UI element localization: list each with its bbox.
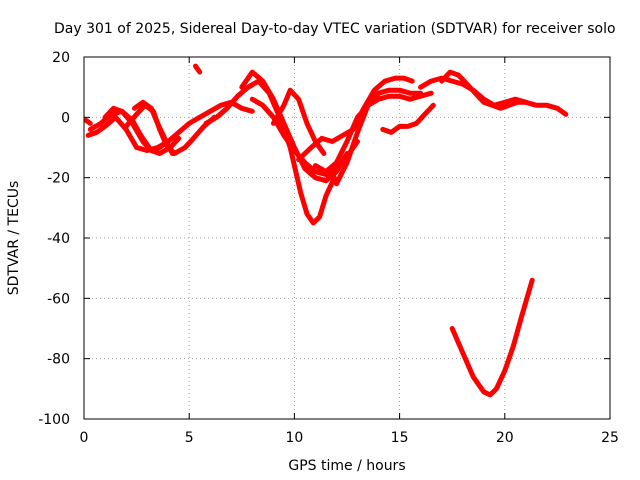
y-tick-label: -20 [47,171,70,187]
y-tick-label: -40 [47,231,70,247]
series-track-8 [249,96,360,178]
series-track-17 [193,63,203,75]
x-tick-label: 5 [185,430,194,446]
series-track-12 [334,87,424,187]
grid [84,57,610,419]
series-layer [83,63,569,398]
y-tick-label: -60 [47,291,70,307]
y-tick-label: -100 [38,412,70,428]
chart-title: Day 301 of 2025, Sidereal Day-to-day VTE… [54,21,616,37]
x-tick-label: 20 [496,430,514,446]
series-track-15 [439,69,529,111]
x-tick-label: 0 [80,430,89,446]
series-track-3 [102,105,171,153]
x-tick-label: 10 [285,430,303,446]
series-track-13 [380,102,436,135]
series-track-18 [83,117,93,126]
plot-frame [83,56,611,420]
series-track-5 [132,99,175,156]
x-tick-label: 15 [391,430,409,446]
y-axis-label: SDTVAR / TECUs [6,181,22,296]
series-track-16 [449,277,535,398]
y-tick-label: 0 [61,110,70,126]
axis-ticks: 0 5 10 15 20 25 -100 -80 -60 -40 -20 0 20 [38,50,619,446]
series-track-14 [418,75,569,117]
x-axis-label: GPS time / hours [288,458,405,474]
y-tick-label: -80 [47,352,70,368]
x-tick-label: 25 [601,430,619,446]
series-track-11 [312,90,434,175]
y-tick-label: 20 [52,50,70,66]
